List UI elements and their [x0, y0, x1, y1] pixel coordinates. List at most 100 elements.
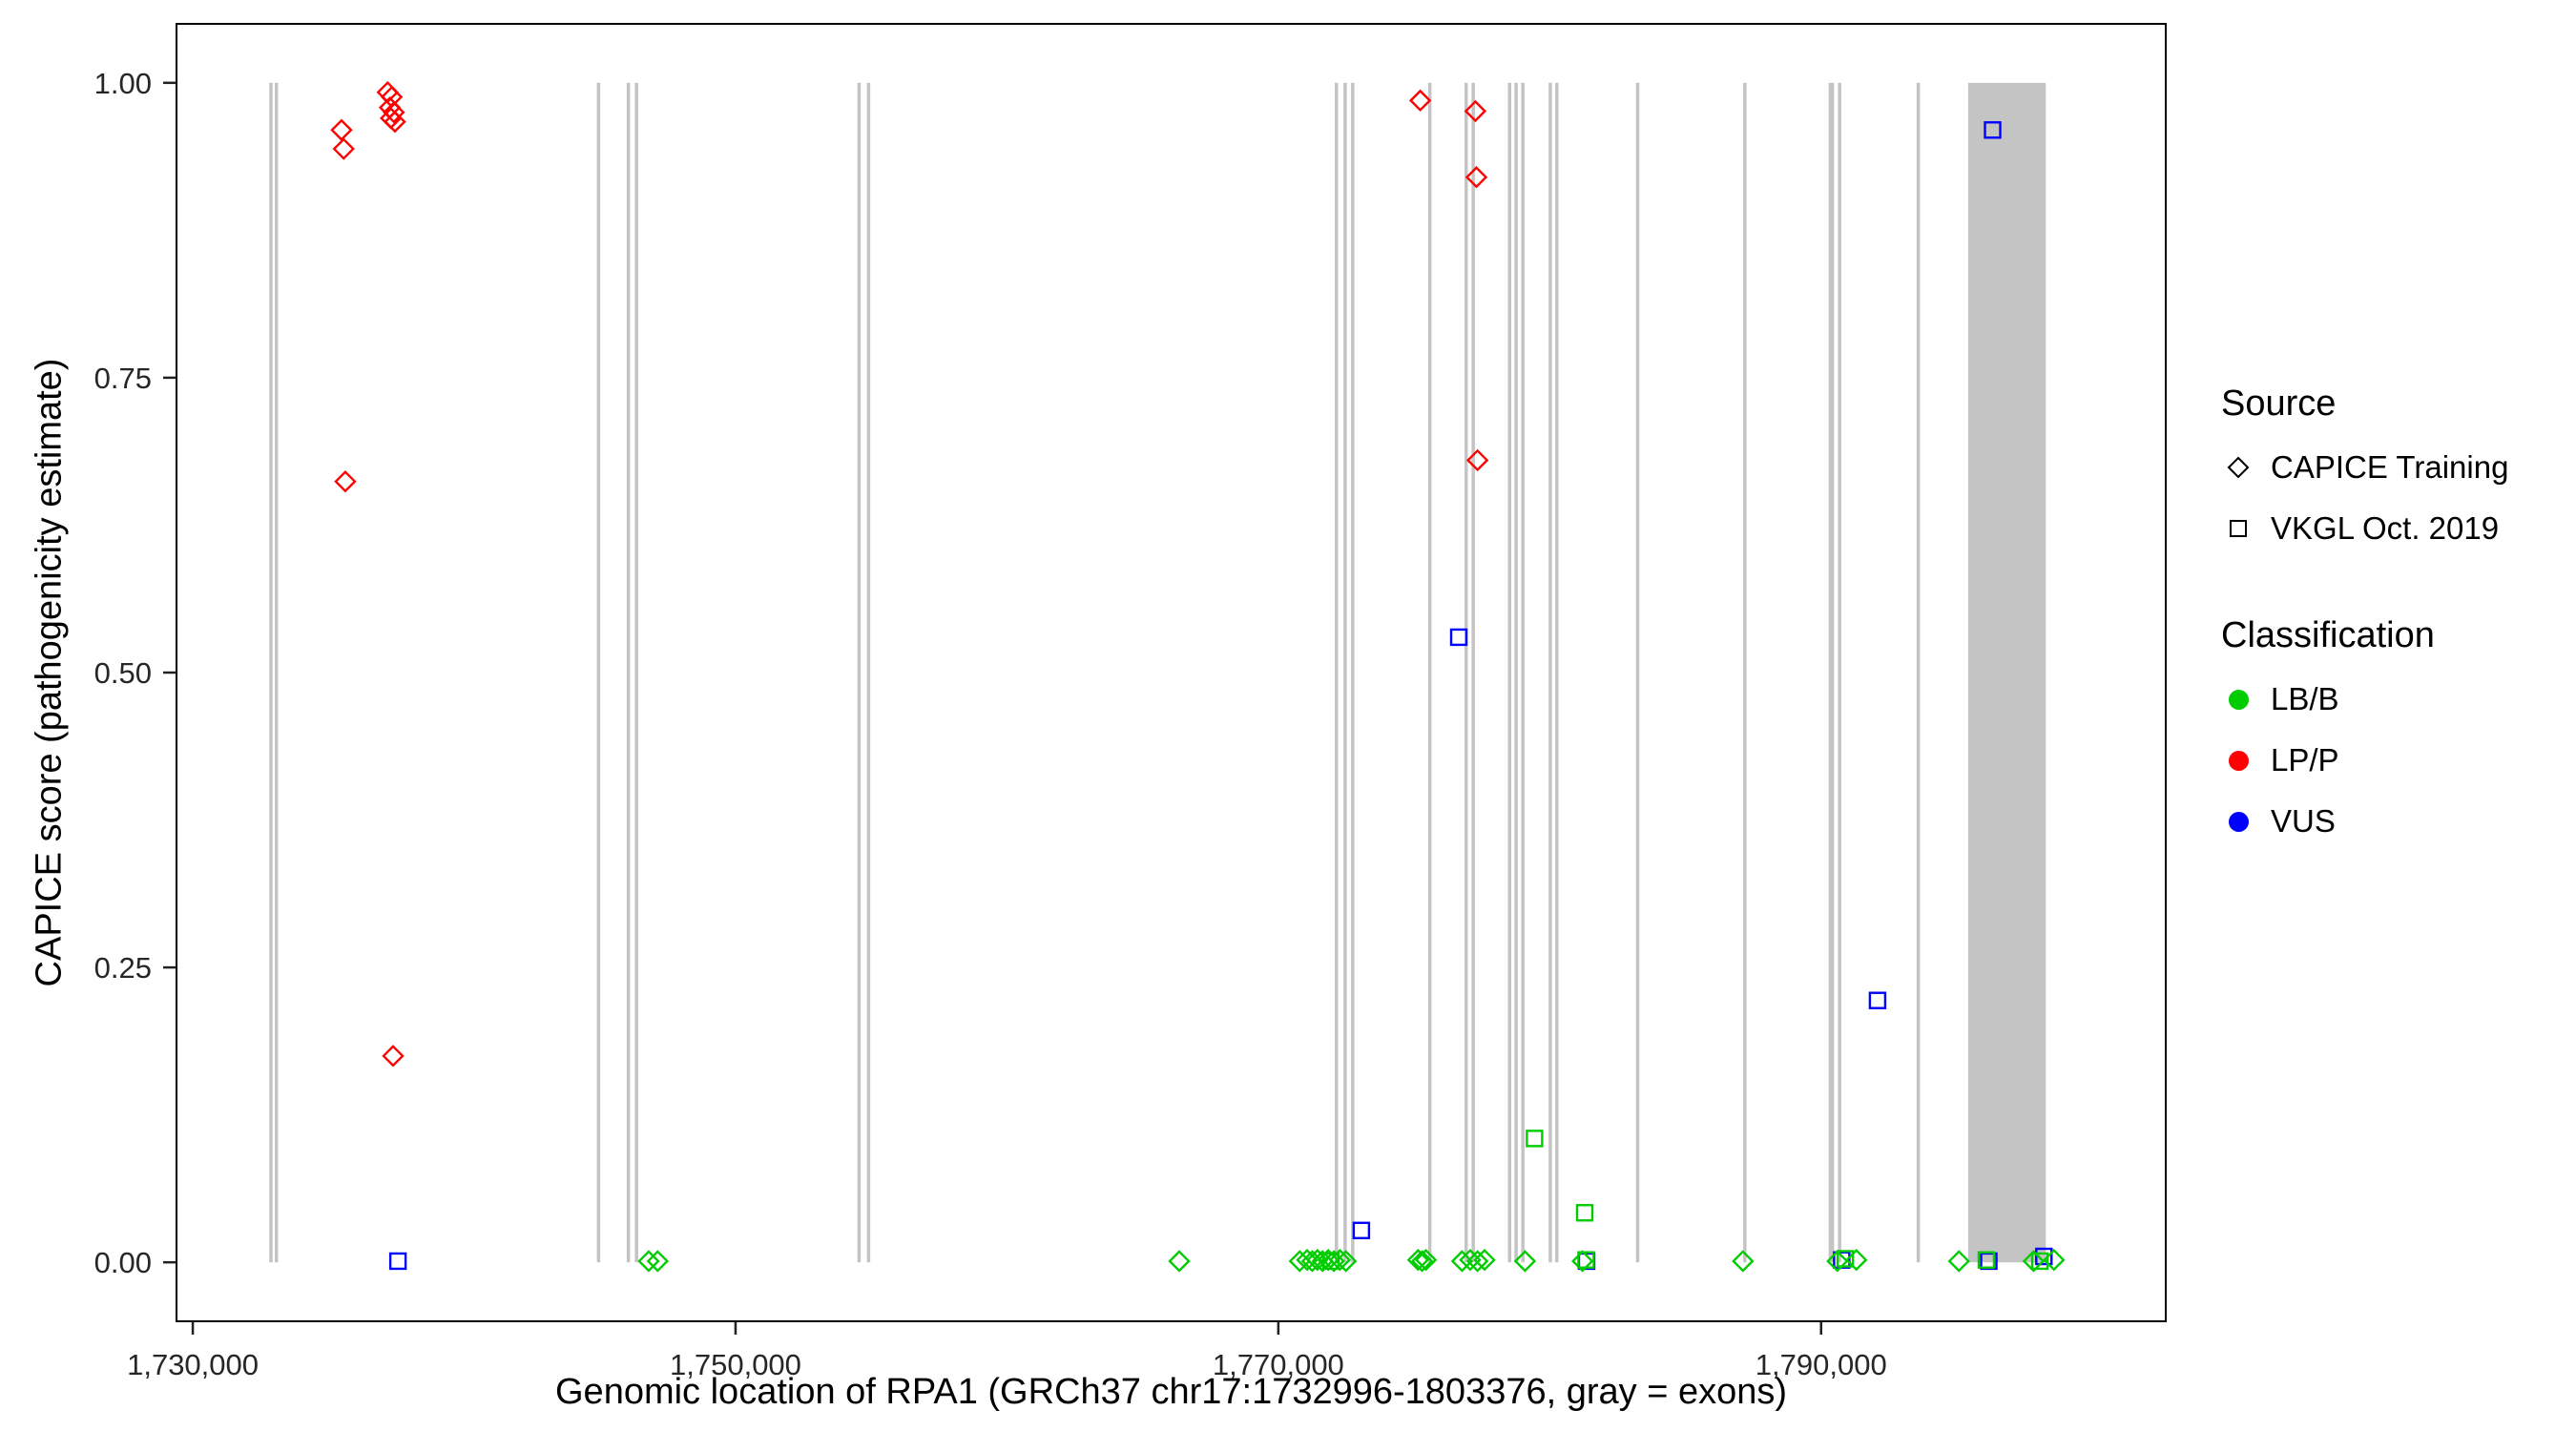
exon-region — [1464, 82, 1468, 1263]
data-point — [1168, 1250, 1191, 1273]
legend-label-lbb: LB/B — [2271, 681, 2339, 716]
legend-label-lpp: LP/P — [2271, 742, 2339, 778]
legend-item-lpp: LP/P — [2221, 742, 2508, 778]
data-point — [1334, 1250, 1358, 1273]
data-point — [2035, 1247, 2053, 1266]
exon-region — [1335, 82, 1339, 1263]
legend-label-vus: VUS — [2271, 803, 2336, 839]
data-point — [2022, 1250, 2046, 1273]
x-tick-label: 1,790,000 — [1755, 1348, 1887, 1381]
diamond-icon — [2221, 451, 2255, 484]
legend-item-capice-training: CAPICE Training — [2221, 449, 2508, 486]
data-point — [383, 101, 405, 124]
data-point — [1306, 1249, 1329, 1272]
data-point — [2030, 1252, 2049, 1271]
y-tick-label: 1.00 — [94, 67, 152, 100]
data-point — [1465, 448, 1489, 472]
exon-region — [1471, 82, 1475, 1263]
exon-region — [1554, 82, 1559, 1263]
exon-region — [1916, 82, 1921, 1263]
exon-region — [1351, 82, 1355, 1263]
data-point — [1465, 166, 1488, 189]
data-point — [332, 137, 355, 160]
data-point — [1836, 1250, 1855, 1268]
exon-region — [274, 82, 279, 1263]
exon-region — [1514, 82, 1518, 1263]
data-point — [1473, 1249, 1496, 1272]
exon-region — [1521, 82, 1525, 1263]
data-point — [382, 1045, 405, 1068]
data-point — [1845, 1249, 1868, 1272]
data-point — [1465, 1250, 1489, 1273]
exon-region — [1343, 82, 1347, 1263]
data-point — [2043, 1249, 2066, 1272]
data-point — [1513, 1250, 1537, 1273]
exon-region — [1838, 82, 1841, 1263]
data-point — [1947, 1250, 1970, 1273]
exon-region — [1743, 82, 1747, 1263]
data-point — [1449, 628, 1468, 647]
square-icon — [2221, 512, 2255, 545]
data-point — [1410, 1250, 1434, 1273]
data-point — [334, 470, 357, 493]
legend-label-vkgl: VKGL Oct. 2019 — [2271, 510, 2500, 546]
exon-region — [1507, 82, 1511, 1263]
data-point — [1732, 1250, 1755, 1273]
data-point — [384, 110, 406, 134]
blue-dot-icon — [2221, 805, 2255, 838]
exon-region — [596, 82, 601, 1263]
x-tick-label: 1,770,000 — [1213, 1348, 1344, 1381]
legend-source-group: Source CAPICE Training VKGL Oct. 2019 — [2221, 384, 2508, 547]
exon-region — [1427, 82, 1432, 1263]
data-point — [1459, 1249, 1482, 1272]
data-point — [388, 1252, 407, 1271]
x-axis-title: Genomic location of RPA1 (GRCh37 chr17:1… — [555, 1372, 1787, 1412]
data-point — [1352, 1221, 1371, 1240]
exon-region — [1635, 82, 1640, 1263]
data-point — [1977, 1251, 1996, 1269]
legend-classification-title: Classification — [2221, 615, 2435, 655]
data-point — [646, 1250, 670, 1273]
data-point — [1984, 121, 2002, 139]
legend-classification-group: Classification LB/B LP/P VUS — [2221, 615, 2508, 840]
exon-region — [1967, 82, 2046, 1263]
data-point — [637, 1250, 660, 1273]
legend-source-title: Source — [2221, 384, 2337, 424]
legend: Source CAPICE Training VKGL Oct. 2019 — [2221, 384, 2508, 864]
y-axis-title: CAPICE score (pathogenicity estimate) — [29, 358, 70, 987]
data-point — [1408, 89, 1432, 113]
data-point — [1300, 1250, 1324, 1273]
data-point — [1575, 1204, 1594, 1222]
legend-item-vkgl: VKGL Oct. 2019 — [2221, 510, 2508, 547]
data-point — [1980, 1252, 1998, 1271]
data-point — [1328, 1249, 1352, 1272]
data-point — [1406, 1249, 1430, 1272]
exon-region — [1548, 82, 1552, 1263]
green-dot-icon — [2221, 683, 2255, 716]
data-point — [1464, 99, 1487, 123]
exon-region — [1828, 82, 1835, 1263]
x-tick-label: 1,750,000 — [670, 1348, 801, 1381]
exon-region — [857, 82, 862, 1263]
legend-item-vus: VUS — [2221, 803, 2508, 840]
exon-region — [626, 82, 631, 1263]
y-tick-label: 0.50 — [94, 656, 152, 690]
red-dot-icon — [2221, 744, 2255, 777]
data-point — [1450, 1250, 1474, 1273]
data-point — [1414, 1249, 1438, 1272]
y-tick-label: 0.75 — [94, 362, 152, 395]
exon-region — [634, 82, 638, 1263]
y-tick-label: 0.00 — [94, 1246, 152, 1279]
data-point — [1868, 991, 1887, 1009]
data-point — [1571, 1250, 1594, 1273]
y-tick-label: 0.25 — [94, 951, 152, 985]
data-point — [1296, 1249, 1319, 1272]
x-tick-label: 1,730,000 — [127, 1348, 259, 1381]
panel-border — [176, 23, 2167, 1322]
exon-region — [866, 82, 871, 1263]
legend-item-lbb: LB/B — [2221, 681, 2508, 717]
data-point — [1826, 1250, 1849, 1273]
exon-region — [269, 82, 273, 1263]
legend-label-capice-training: CAPICE Training — [2271, 449, 2509, 485]
